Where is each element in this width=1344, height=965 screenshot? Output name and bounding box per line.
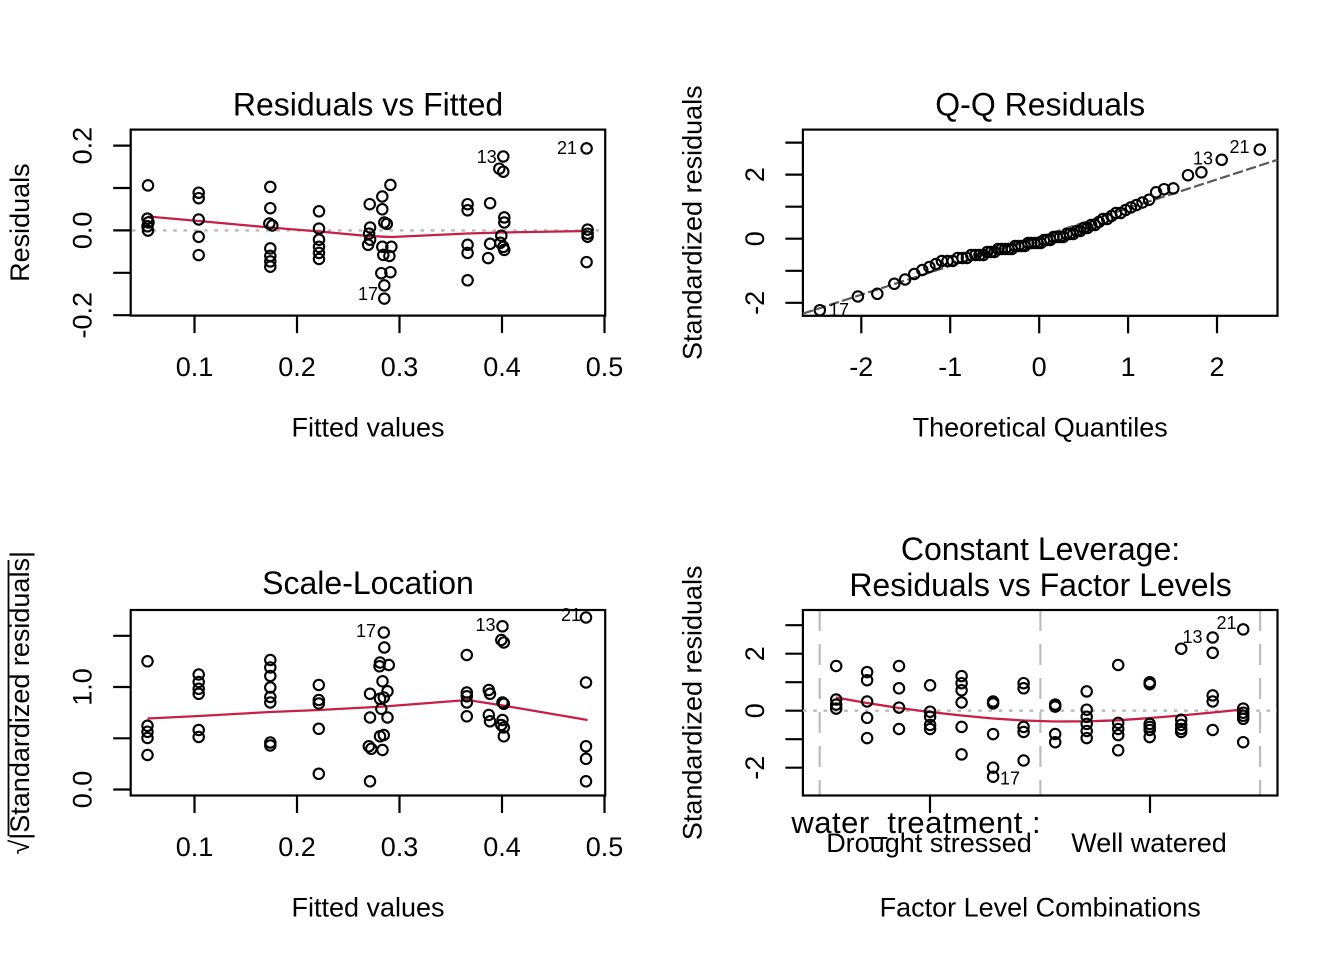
svg-text:0: 0	[1032, 352, 1047, 382]
svg-text:-2: -2	[849, 352, 873, 382]
svg-text:0.5: 0.5	[586, 832, 624, 862]
svg-text:17: 17	[829, 300, 849, 320]
svg-text:√|Standardized residuals|: √|Standardized residuals|	[5, 551, 35, 855]
svg-text:0.1: 0.1	[176, 352, 214, 382]
svg-text:0.4: 0.4	[483, 832, 521, 862]
svg-text:13: 13	[1193, 149, 1213, 169]
svg-text:2: 2	[1209, 352, 1224, 382]
svg-text:13: 13	[1182, 627, 1202, 647]
svg-text:Well watered: Well watered	[1071, 828, 1227, 858]
svg-text:water_treatment :: water_treatment :	[790, 805, 1041, 840]
svg-text:0.3: 0.3	[381, 352, 419, 382]
svg-text:0.5: 0.5	[586, 352, 624, 382]
svg-text:-2: -2	[740, 291, 770, 315]
svg-text:Fitted values: Fitted values	[291, 892, 444, 922]
svg-text:0.2: 0.2	[278, 832, 316, 862]
svg-text:0.2: 0.2	[278, 352, 316, 382]
svg-text:13: 13	[475, 615, 495, 635]
svg-text:13: 13	[477, 147, 497, 167]
svg-text:0.1: 0.1	[176, 832, 214, 862]
svg-text:Fitted values: Fitted values	[291, 412, 444, 442]
svg-text:0.2: 0.2	[68, 127, 98, 165]
svg-text:1: 1	[1121, 352, 1136, 382]
svg-text:0.0: 0.0	[68, 212, 98, 250]
svg-text:1.0: 1.0	[68, 668, 98, 706]
svg-text:17: 17	[1000, 769, 1020, 789]
svg-text:Constant Leverage:: Constant Leverage:	[901, 531, 1180, 567]
svg-text:2: 2	[740, 646, 770, 661]
svg-text:21: 21	[1216, 613, 1236, 633]
svg-text:17: 17	[356, 621, 376, 641]
svg-text:21: 21	[557, 138, 577, 158]
svg-text:Factor Level Combinations: Factor Level Combinations	[880, 892, 1201, 922]
svg-text:Scale-Location: Scale-Location	[262, 565, 474, 601]
svg-text:Standardized residuals: Standardized residuals	[677, 565, 707, 840]
svg-text:0.0: 0.0	[68, 771, 98, 809]
svg-text:-2: -2	[740, 756, 770, 780]
svg-text:0: 0	[740, 703, 770, 718]
svg-text:Drought stressed: Drought stressed	[826, 828, 1032, 858]
svg-text:21: 21	[561, 605, 581, 625]
svg-text:Q-Q Residuals: Q-Q Residuals	[935, 87, 1145, 123]
svg-text:-0.2: -0.2	[68, 292, 98, 339]
svg-text:0.4: 0.4	[483, 352, 521, 382]
svg-text:Residuals: Residuals	[5, 163, 35, 282]
svg-text:-1: -1	[938, 352, 962, 382]
svg-text:0: 0	[740, 231, 770, 246]
svg-text:Residuals vs Fitted: Residuals vs Fitted	[233, 87, 503, 123]
svg-text:0.3: 0.3	[381, 832, 419, 862]
svg-text:21: 21	[1229, 137, 1249, 157]
svg-text:Theoretical Quantiles: Theoretical Quantiles	[913, 412, 1168, 442]
svg-text:Standardized residuals: Standardized residuals	[677, 85, 707, 360]
svg-text:2: 2	[740, 167, 770, 182]
svg-text:Residuals vs Factor Levels: Residuals vs Factor Levels	[849, 567, 1231, 603]
svg-text:17: 17	[358, 284, 378, 304]
